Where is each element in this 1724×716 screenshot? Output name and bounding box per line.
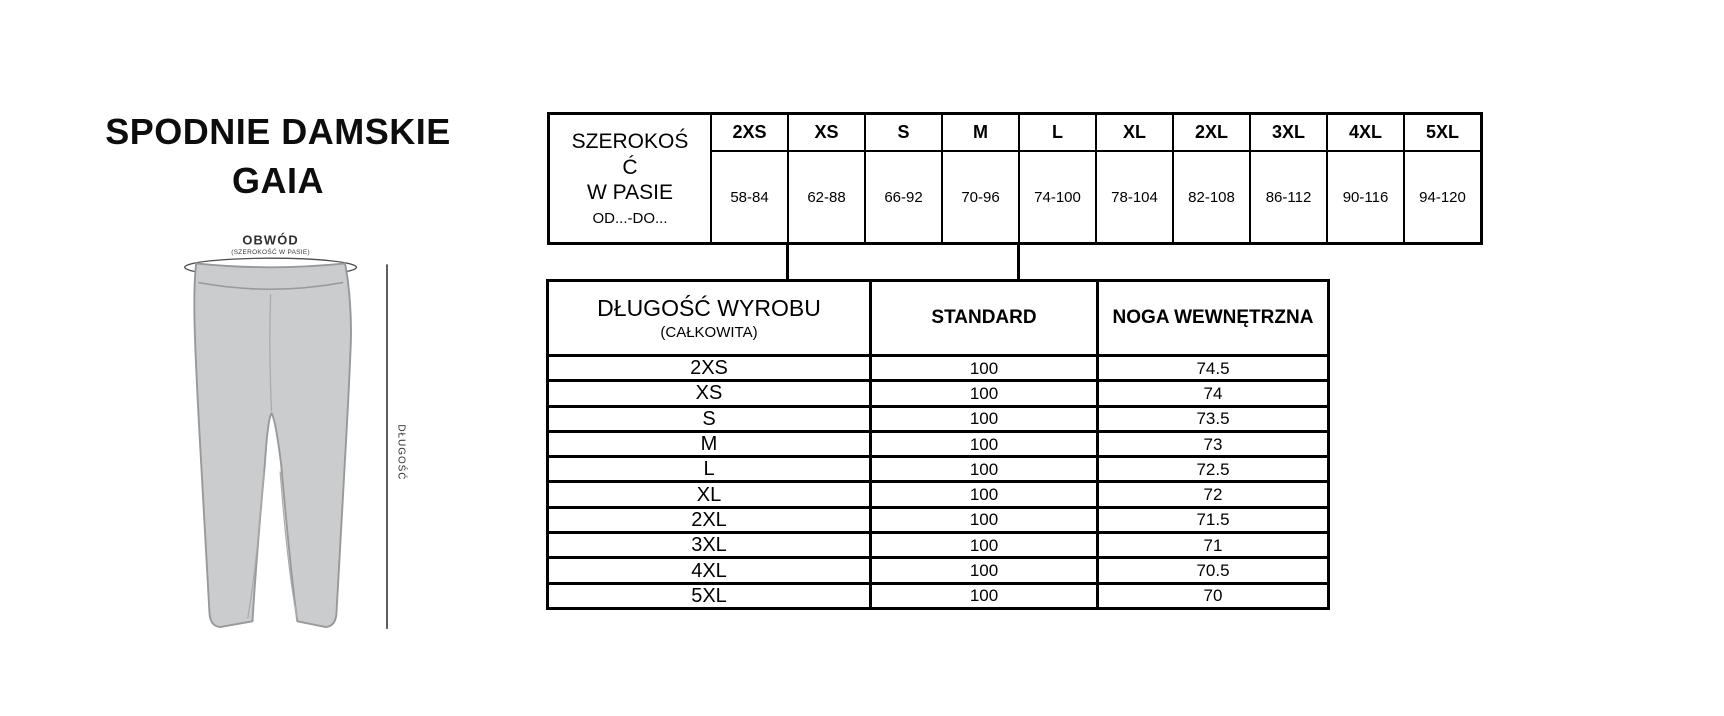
waist-range-cell: 70-96: [941, 152, 1018, 242]
row-size-cell: XS: [549, 379, 869, 404]
row-size-cell: M: [549, 429, 869, 455]
size-header-cell: XL: [1095, 115, 1172, 152]
length-table: DŁUGOŚĆ WYROBU (CAŁKOWITA) STANDARD NOGA…: [546, 279, 1330, 610]
row-inner-leg-cell: 71.5: [1096, 505, 1327, 532]
row-standard-cell: 100: [869, 455, 1096, 481]
inner-leg-column-header: NOGA WEWNĘTRZNA: [1096, 282, 1327, 354]
left-leg-seam: [247, 471, 265, 619]
waist-range-cell: 90-116: [1326, 152, 1403, 242]
waist-width-table: SZEROKOŚ Ć W PASIE OD...-DO... 2XS XS S …: [547, 112, 1483, 245]
size-header-cell: M: [941, 115, 1018, 152]
size-header-cell: L: [1018, 115, 1095, 152]
row-standard-cell: 100: [869, 429, 1096, 456]
row-inner-leg-cell: 74: [1096, 379, 1327, 405]
row-inner-leg-cell: 73.5: [1096, 404, 1327, 430]
size-header-cell: 5XL: [1403, 115, 1480, 152]
row-standard-cell: 100: [869, 480, 1096, 506]
waist-range-cell: 94-120: [1403, 152, 1480, 242]
waist-range-cell: 62-88: [787, 152, 864, 242]
row-inner-leg-cell: 72: [1096, 480, 1327, 506]
waistband-seam: [197, 281, 344, 290]
waist-range-cell: 74-100: [1018, 152, 1095, 242]
pants-diagram: OBWÓD (SZEROKOŚĆ W PASIE) DŁUGOŚĆ: [158, 228, 408, 652]
standard-column-header: STANDARD: [869, 282, 1096, 354]
length-label: DŁUGOŚĆ: [395, 424, 408, 480]
waist-range-cell: 66-92: [864, 152, 941, 242]
waist-range-cell: 86-112: [1249, 152, 1326, 242]
row-standard-cell: 100: [869, 505, 1096, 532]
product-title-line1: SPODNIE DAMSKIE: [105, 111, 451, 152]
length-table-title-cell: DŁUGOŚĆ WYROBU (CAŁKOWITA): [549, 282, 869, 354]
row-size-cell: 2XL: [549, 505, 869, 531]
row-size-cell: 2XS: [549, 354, 869, 379]
table-connector-line-left: [786, 244, 789, 281]
row-standard-cell: 100: [869, 556, 1096, 582]
product-title-line2: GAIA: [232, 159, 324, 201]
right-leg-seam: [279, 471, 298, 620]
waist-table-label-cell: SZEROKOŚ Ć W PASIE OD...-DO...: [550, 115, 710, 242]
waist-table-label-line: W PASIE: [587, 181, 673, 205]
row-inner-leg-cell: 71: [1096, 531, 1327, 557]
waist-range-cell: 78-104: [1095, 152, 1172, 242]
row-standard-cell: 100: [869, 404, 1096, 430]
row-size-cell: S: [549, 404, 869, 430]
waist-table-label-line: Ć: [622, 155, 638, 179]
waist-width-sublabel: (SZEROKOŚĆ W PASIE): [231, 247, 310, 256]
row-size-cell: 3XL: [549, 531, 869, 556]
waist-table-range-hint: OD...-DO...: [592, 209, 668, 227]
waist-table-label-line: SZEROKOŚ: [571, 129, 689, 153]
waist-range-cell: 58-84: [710, 152, 787, 242]
pants-outline: [193, 262, 352, 628]
product-title: SPODNIE DAMSKIE GAIA: [68, 108, 488, 205]
table-connector-line-right: [1017, 244, 1020, 281]
size-header-cell: 2XL: [1172, 115, 1249, 152]
row-size-cell: XL: [549, 480, 869, 505]
waist-range-cell: 82-108: [1172, 152, 1249, 242]
size-header-cell: 3XL: [1249, 115, 1326, 152]
length-table-title: DŁUGOŚĆ WYROBU: [597, 295, 821, 322]
row-size-cell: 5XL: [549, 581, 869, 607]
size-header-cell: 2XS: [710, 115, 787, 152]
size-header-cell: 4XL: [1326, 115, 1403, 152]
pants-diagram-svg: OBWÓD (SZEROKOŚĆ W PASIE) DŁUGOŚĆ: [184, 232, 408, 629]
row-inner-leg-cell: 72.5: [1096, 455, 1327, 481]
row-size-cell: L: [549, 455, 869, 480]
row-standard-cell: 100: [869, 581, 1096, 607]
crotch-seam: [269, 293, 273, 412]
waist-circumference-label: OBWÓD: [242, 232, 299, 247]
row-standard-cell: 100: [869, 379, 1096, 405]
row-inner-leg-cell: 73: [1096, 429, 1327, 456]
row-inner-leg-cell: 70: [1096, 581, 1327, 607]
row-size-cell: 4XL: [549, 556, 869, 581]
row-inner-leg-cell: 74.5: [1096, 354, 1327, 380]
size-header-cell: XS: [787, 115, 864, 152]
row-inner-leg-cell: 70.5: [1096, 556, 1327, 582]
row-standard-cell: 100: [869, 531, 1096, 557]
row-standard-cell: 100: [869, 354, 1096, 380]
length-table-subtitle: (CAŁKOWITA): [660, 323, 758, 341]
size-header-cell: S: [864, 115, 941, 152]
